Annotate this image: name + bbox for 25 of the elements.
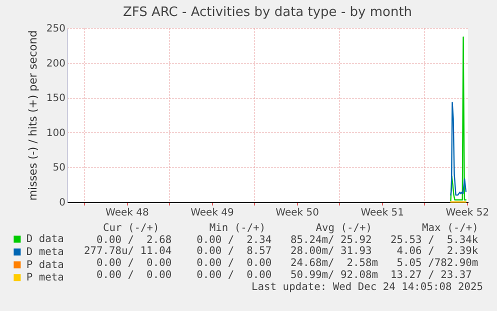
legend-label: P data [26,258,64,271]
x-tick-label: Week 48 [106,208,149,218]
legend-label: D meta [26,246,64,258]
y-tick-label: 250 [46,24,66,34]
y-tick-label: 0 [59,198,66,208]
x-tick-label: Week 50 [276,208,319,218]
text: 277.78u/ 11.04 0.00 / 8.57 28.00m/ 31.93 4.06 / 2.39k [84,245,478,258]
text: 0.00 / 0.00 0.00 / 0.00 50.99m/ 92.08m 13.27 / 23.37 [96,268,472,281]
y-axis-title: misses (-) / hits (+) per second [26,30,40,201]
y-tick-label: 100 [46,128,66,139]
line-series [450,102,467,196]
x-tick-label: Week 51 [360,208,404,218]
legend-label: P meta [26,272,64,284]
y-tick-label: 50 [52,162,66,174]
text: Cur (-/+) Min (-/+) Avg (-/+) Max (-/+) [103,222,478,234]
x-tick-label: Week 52 [446,208,490,218]
line-series [450,36,467,202]
x-tick-label: Week 49 [190,208,234,218]
y-tick-label: 200 [46,58,66,70]
text: Last update: Wed Dec 24 14:05:08 2025 [252,280,483,292]
chart-title: ZFS ARC - Activities by data type - by month [122,5,412,20]
text: 0.00 / 0.00 0.00 / 0.00 24.68m/ 2.58m 5.05 /782.90m [96,257,478,270]
legend-label: D data [26,233,64,246]
y-tick-label: 150 [46,93,66,104]
text: 0.00 / 2.68 0.00 / 2.34 85.24m/ 25.92 25.53 / 5.34k [96,234,478,246]
